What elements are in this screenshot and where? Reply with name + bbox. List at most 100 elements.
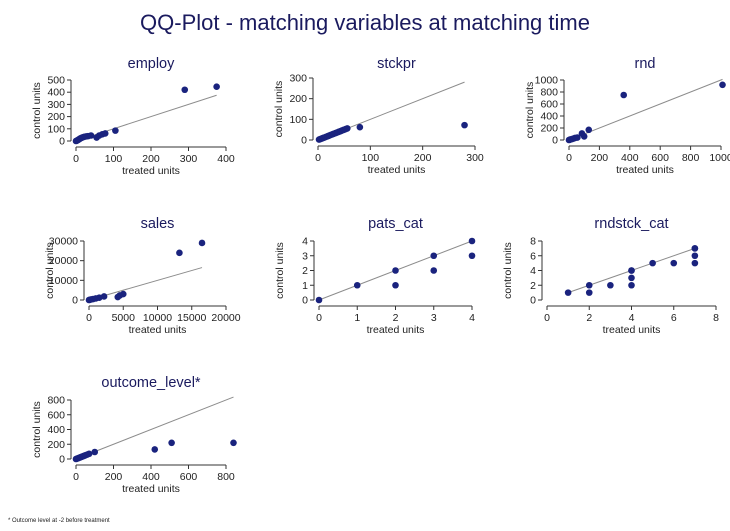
p1-x-tick-label: 300 (180, 153, 198, 165)
p7-x-tick-label: 0 (73, 471, 79, 483)
p3-y-tick-label: 1000 (535, 75, 559, 87)
p2-panel-title: stckpr (377, 56, 416, 72)
p4-y-tick-label: 0 (72, 295, 78, 307)
p7-y-tick-label: 400 (47, 424, 65, 436)
p3-y-tick-label: 800 (540, 87, 558, 99)
p5-data-point (468, 252, 476, 260)
p3-y-axis-title: control units (524, 82, 536, 139)
p1-y-tick-label: 500 (47, 75, 65, 87)
p2-y-tick-label: 300 (289, 73, 307, 85)
p4-data-point (176, 249, 183, 257)
p5-y-tick-label: 3 (302, 250, 308, 262)
panel-stckpr: stckpr 0 100 200 300 0 100 200 300 treated units c… (273, 56, 484, 176)
p6-y-tick-label: 4 (530, 265, 536, 277)
p6-data-point (628, 281, 635, 289)
p7-data-point (85, 450, 93, 458)
p6-x-tick-label: 8 (713, 312, 719, 324)
p3-x-tick-label: 400 (621, 152, 639, 164)
p6-data-point (691, 245, 699, 252)
p1-y-axis-title: control units (31, 82, 43, 139)
p2-data-point (461, 121, 468, 129)
p5-data-point (392, 281, 399, 289)
p6-data-point (607, 281, 614, 289)
p5-x-tick-label: 3 (431, 312, 437, 324)
p6-x-tick-label: 6 (671, 312, 677, 324)
p2-data-point (356, 123, 364, 131)
p4-data-point (100, 293, 108, 300)
p5-y-tick-label: 1 (302, 280, 308, 292)
p3-data-point (719, 81, 726, 89)
p6-y-tick-label: 2 (530, 280, 536, 292)
p4-x-tick-label: 15000 (177, 312, 206, 324)
p6-data-point (649, 259, 656, 267)
p7-x-axis-title: treated units (122, 483, 180, 495)
p1-data-point (87, 132, 95, 139)
p6-panel-title: rndstck_cat (594, 216, 668, 232)
p3-x-axis-title: treated units (616, 164, 674, 176)
p1-panel-title: employ (128, 56, 175, 72)
p4-data-point (119, 290, 127, 298)
p5-x-tick-label: 4 (469, 312, 475, 324)
p2-x-tick-label: 0 (315, 152, 321, 164)
panel-pats-cat: pats_cat 0 1 2 3 4 0 1 2 3 4 treated units control u… (274, 216, 476, 336)
p6-y-axis-title: control units (502, 242, 514, 299)
p4-data-point (198, 239, 206, 247)
p4-y-tick-label: 30000 (49, 236, 78, 248)
p6-data-point (691, 259, 699, 267)
p3-y-tick-label: 200 (540, 123, 558, 135)
p5-data-point (430, 267, 438, 274)
p2-x-tick-label: 200 (414, 152, 432, 164)
p2-y-tick-label: 200 (289, 93, 307, 105)
p6-data-point (670, 259, 678, 267)
p3-x-tick-label: 600 (651, 152, 669, 164)
p6-data-point (691, 252, 699, 260)
footnote: * Outcome level at -2 before treatment (8, 518, 110, 524)
p3-data-point (574, 134, 581, 141)
p3-x-tick-label: 0 (566, 152, 572, 164)
p1-y-tick-label: 300 (47, 99, 65, 111)
p1-y-tick-label: 100 (47, 123, 65, 135)
p3-y-tick-label: 600 (540, 99, 558, 111)
p1-data-point (101, 130, 109, 137)
p2-y-axis-title: control units (273, 81, 285, 138)
p1-data-point (181, 86, 189, 94)
p2-y-tick-label: 100 (289, 114, 307, 126)
p4-x-tick-label: 0 (86, 312, 92, 324)
p7-data-point (91, 448, 99, 456)
p6-y-tick-label: 8 (530, 236, 536, 248)
panel-sales: sales 0 10000 20000 30000 0 5000 10000 15000 2000… (44, 216, 241, 336)
p6-x-axis-title: treated units (603, 324, 661, 336)
p5-x-axis-title: treated units (367, 324, 425, 336)
p1-y-tick-label: 0 (59, 136, 65, 148)
p7-x-tick-label: 600 (180, 471, 198, 483)
p5-x-tick-label: 0 (316, 312, 322, 324)
p1-x-tick-label: 0 (73, 153, 79, 165)
p7-reference-line (75, 396, 234, 460)
p3-reference-line (568, 78, 723, 141)
p7-data-point (230, 439, 237, 447)
p1-y-tick-label: 200 (47, 111, 65, 123)
p5-y-tick-label: 0 (302, 295, 308, 307)
p2-x-tick-label: 100 (362, 152, 380, 164)
p7-y-axis-title: control units (31, 401, 43, 458)
p4-x-tick-label: 20000 (211, 312, 240, 324)
panel-rndstck-cat: rndstck_cat 0 2 4 6 8 0 2 4 6 8 treated units contro… (502, 216, 719, 336)
p3-panel-title: rnd (635, 56, 656, 72)
p5-y-tick-label: 2 (302, 265, 308, 277)
p5-data-point (315, 296, 323, 304)
p5-y-axis-title: control units (274, 242, 286, 299)
p2-data-point (344, 125, 351, 132)
p5-x-tick-label: 2 (393, 312, 399, 324)
p7-data-point (151, 446, 159, 453)
p3-data-point (620, 91, 628, 99)
p1-data-point (112, 127, 119, 134)
p1-x-tick-label: 400 (217, 153, 235, 165)
p5-panel-title: pats_cat (368, 216, 423, 232)
p7-data-point (168, 439, 175, 447)
p3-x-tick-label: 200 (591, 152, 609, 164)
p4-y-tick-label: 10000 (49, 275, 78, 287)
p7-x-tick-label: 400 (142, 471, 160, 483)
p3-y-tick-label: 400 (540, 111, 558, 123)
